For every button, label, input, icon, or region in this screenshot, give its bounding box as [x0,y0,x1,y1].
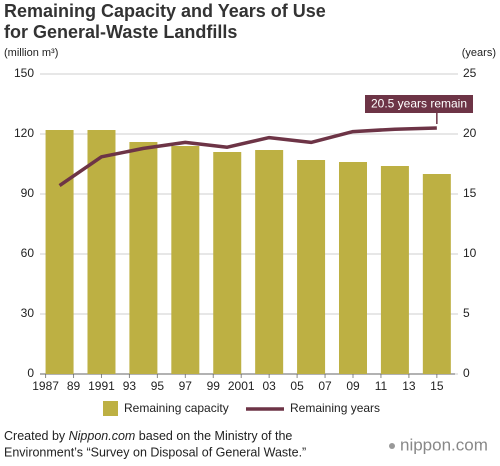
y2-tick-label: 15 [463,186,477,200]
y-tick-label: 120 [14,126,34,140]
y-axis-label: (million m³) [4,47,58,59]
x-tick-label: 89 [67,379,81,393]
bar [45,130,74,374]
legend-label: Remaining years [290,401,380,415]
chart-title: for General-Waste Landfills [4,22,237,42]
x-tick-label: 2001 [228,379,255,393]
legend-label: Remaining capacity [124,401,229,415]
y2-tick-label: 20 [463,126,477,140]
y2-tick-label: 10 [463,246,477,260]
bar [213,152,242,374]
x-tick-label: 1987 [32,379,59,393]
x-tick-label: 11 [375,379,388,393]
x-tick-label: 15 [430,379,444,393]
x-tick-label: 03 [262,379,276,393]
x-tick-label: 1991 [88,379,115,393]
bar [129,142,158,374]
footer-text: Environment’s “Survey on Disposal of Gen… [4,445,306,459]
annotation-box [365,95,473,113]
x-tick-label: 93 [123,379,137,393]
footer-text: based on the Ministry of the [135,429,292,443]
annotation: 20.5 years remain [371,97,467,111]
x-tick-label: 07 [318,379,332,393]
y2-axis-label: (years) [462,47,496,59]
line [58,126,437,188]
footer: Created by Nippon.com based on the Minis… [4,429,292,443]
y2-tick-label: 25 [463,66,477,80]
y2-tick-label: 5 [463,306,470,320]
bar [380,166,409,374]
y-tick-label: 0 [27,366,34,380]
y2-tick-label: 0 [463,366,470,380]
x-tick-label: 09 [346,379,360,393]
bar [297,160,326,374]
x-tick-label: 95 [151,379,165,393]
bar [255,150,284,374]
footer-source: Nippon.com [69,429,136,443]
x-tick-label: 05 [290,379,304,393]
y-tick-label: 90 [21,186,35,200]
x-tick-label: 97 [179,379,193,393]
bar [87,130,116,374]
legend-swatch [103,401,118,416]
logo: nippon.com [400,435,488,454]
footer-text: Created by [4,429,69,443]
x-tick-label: 13 [402,379,416,393]
bar [422,174,451,374]
y-tick-label: 150 [14,66,34,80]
bar [338,162,367,374]
logo-dot [389,443,395,449]
y-tick-label: 60 [21,246,35,260]
x-tick-label: 99 [207,379,221,393]
y-tick-label: 30 [21,306,35,320]
bar [171,146,200,374]
chart-title: Remaining Capacity and Years of Use [4,1,326,21]
